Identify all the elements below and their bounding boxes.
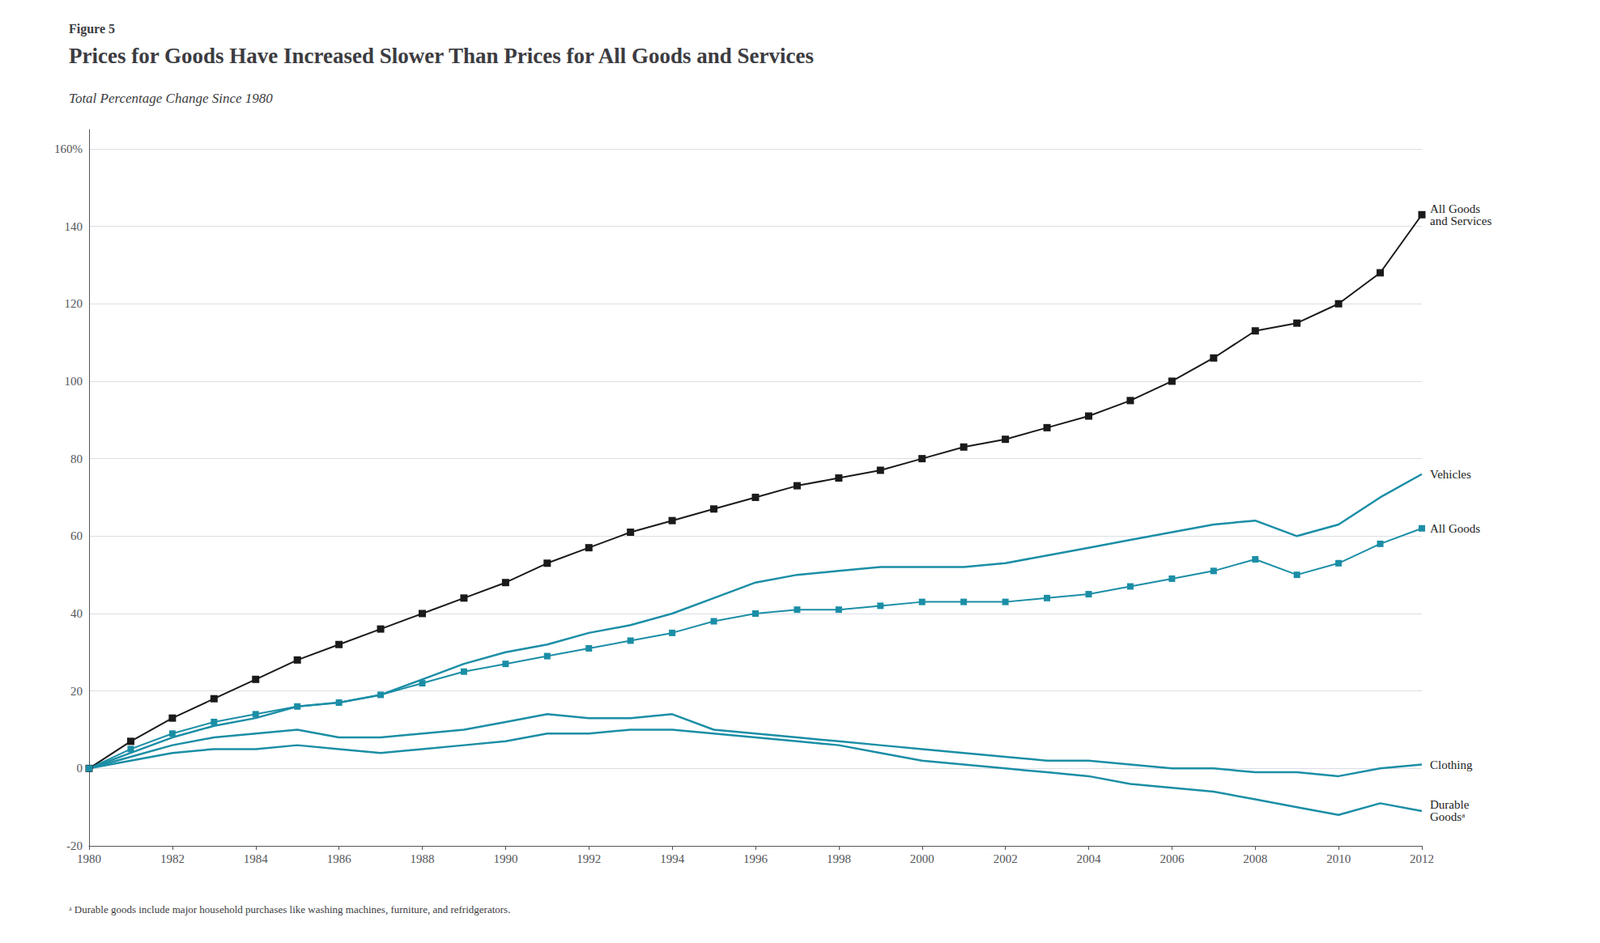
svg-text:160%: 160% — [54, 142, 83, 156]
svg-text:Total Percentage Change Since: Total Percentage Change Since 1980 — [68, 90, 273, 107]
svg-text:Clothing: Clothing — [1429, 758, 1473, 772]
svg-text:20: 20 — [70, 685, 83, 698]
svg-text:2006: 2006 — [1159, 852, 1185, 866]
svg-text:2000: 2000 — [910, 852, 935, 866]
svg-text:1988: 1988 — [410, 852, 435, 866]
svg-text:2002: 2002 — [993, 852, 1018, 866]
svg-text:2010: 2010 — [1326, 852, 1351, 866]
svg-text:1984: 1984 — [243, 852, 269, 866]
svg-text:100: 100 — [64, 374, 84, 388]
svg-text:80: 80 — [70, 452, 83, 466]
svg-text:and Services: and Services — [1429, 214, 1492, 228]
svg-text:1994: 1994 — [659, 852, 686, 866]
svg-text:0: 0 — [76, 761, 84, 775]
svg-text:-20: -20 — [66, 839, 83, 853]
svg-text:1986: 1986 — [327, 852, 353, 866]
svg-text:40: 40 — [70, 607, 83, 621]
svg-text:Durable: Durable — [1429, 798, 1470, 812]
svg-text:2008: 2008 — [1242, 852, 1268, 866]
svg-text:2012: 2012 — [1409, 852, 1435, 866]
svg-text:Goodsᵃ: Goodsᵃ — [1429, 810, 1465, 824]
svg-text:All Goods: All Goods — [1429, 522, 1481, 536]
svg-text:60: 60 — [70, 529, 83, 543]
svg-text:1992: 1992 — [576, 852, 601, 866]
svg-text:1982: 1982 — [160, 852, 185, 866]
svg-text:1998: 1998 — [826, 852, 852, 866]
svg-text:1990: 1990 — [493, 852, 518, 866]
svg-text:120: 120 — [64, 297, 84, 311]
svg-text:ᵃ Durable goods include major: ᵃ Durable goods include major household … — [68, 903, 511, 916]
svg-text:Prices for Goods Have Increase: Prices for Goods Have Increased Slower T… — [68, 43, 814, 69]
svg-text:1980: 1980 — [76, 852, 102, 866]
svg-text:2004: 2004 — [1076, 852, 1103, 866]
svg-text:Vehicles: Vehicles — [1429, 468, 1472, 481]
svg-text:Figure 5: Figure 5 — [68, 21, 115, 37]
svg-text:140: 140 — [64, 220, 84, 234]
svg-text:All Goods: All Goods — [1429, 202, 1481, 216]
svg-text:1996: 1996 — [743, 852, 769, 866]
